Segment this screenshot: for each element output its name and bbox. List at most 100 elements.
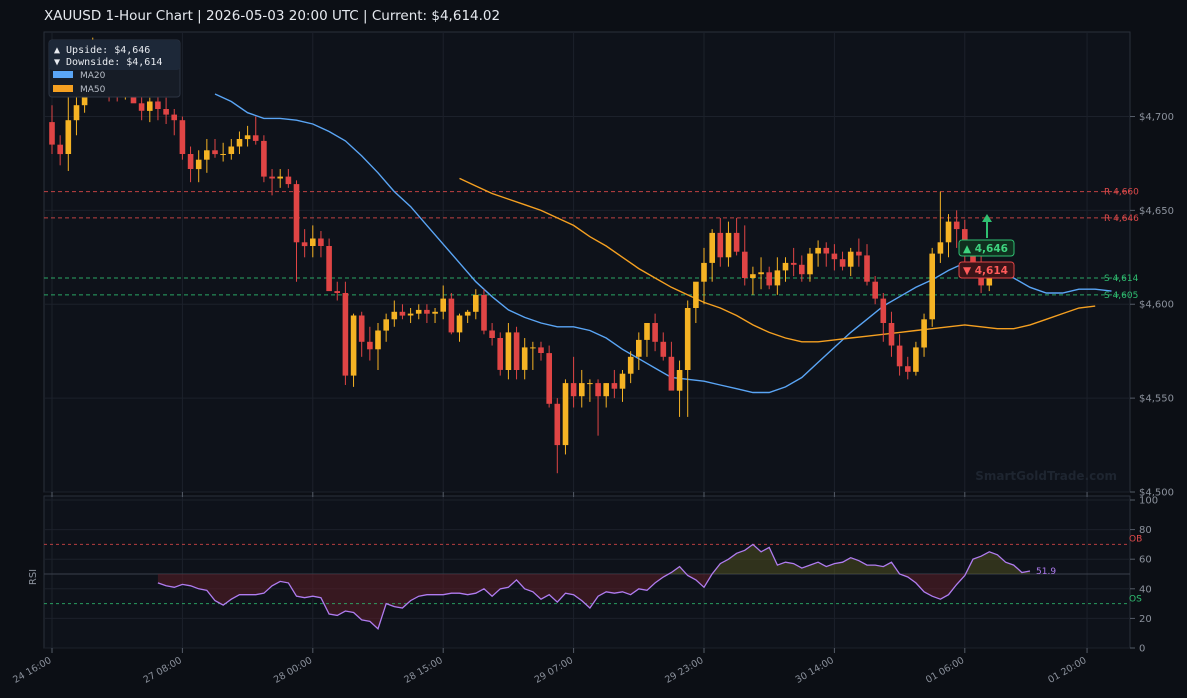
candle-body	[937, 242, 944, 254]
candle-body	[684, 308, 691, 370]
candle-body	[636, 339, 642, 357]
candle-body	[864, 255, 870, 282]
candle-body	[733, 232, 740, 252]
candle-body	[839, 259, 846, 267]
down-target-label: ▼ 4,614	[963, 265, 1008, 277]
candle-body	[652, 323, 658, 342]
candle-body	[766, 272, 772, 286]
x-tick-label: 01 20:00	[1046, 655, 1088, 686]
candle-body	[896, 345, 903, 367]
candle-body	[448, 298, 455, 333]
candle-body	[742, 251, 748, 278]
candle-body	[481, 294, 487, 331]
rsi-layer: OB OS 51.9	[44, 534, 1142, 630]
candle-body	[847, 251, 854, 267]
candle-body	[717, 232, 724, 258]
rsi-tick-label: 100	[1139, 496, 1158, 507]
candle-body	[367, 341, 373, 350]
candle-body	[261, 140, 267, 177]
x-tick-label: 24 16:00	[11, 655, 53, 686]
candle-body	[424, 309, 430, 314]
candle-body	[668, 356, 675, 391]
candle-body	[269, 176, 275, 179]
candle-body	[611, 383, 618, 389]
price-tick-label: $4,550	[1139, 394, 1174, 405]
candle-body	[856, 251, 862, 256]
ma50-legend-swatch	[53, 85, 73, 92]
candle-body	[65, 120, 72, 154]
candle-body	[758, 272, 764, 275]
candle-body	[888, 323, 895, 346]
candle-body	[220, 154, 226, 155]
x-tick-label: 29 23:00	[663, 655, 705, 686]
price-tick-label: $4,650	[1139, 206, 1174, 217]
candle-body	[562, 383, 569, 446]
candle-body	[310, 238, 316, 246]
price-tick-label: $4,600	[1139, 300, 1174, 311]
ma20-legend-label: MA20	[80, 71, 106, 81]
candle-body	[505, 332, 512, 370]
rsi-tick-label: 20	[1139, 614, 1152, 625]
candle-body	[831, 253, 838, 260]
chart-title: XAUUSD 1-Hour Chart | 2026-05-03 20:00 U…	[44, 8, 501, 24]
x-tick-label: 28 15:00	[402, 655, 444, 686]
x-tick-label: 29 07:00	[533, 655, 575, 686]
rsi-axis-label: RSI	[28, 569, 39, 585]
candle-body	[823, 247, 830, 254]
candle-body	[644, 323, 650, 340]
info-box: ▲ Upside: $4,646 ▼ Downside: $4,614 MA20…	[48, 39, 181, 98]
candle-body	[790, 262, 797, 265]
candle-body	[497, 338, 503, 370]
level-label-resistance: R 4,660	[1104, 188, 1139, 198]
candle-body	[293, 184, 300, 243]
candle-body	[375, 330, 381, 350]
x-tick-label: 27 08:00	[142, 655, 184, 686]
rsi-tick-label: 60	[1139, 555, 1152, 566]
candle-body	[725, 232, 732, 258]
candle-body	[929, 253, 935, 320]
candle-body	[921, 319, 927, 348]
candle-body	[334, 291, 340, 293]
candle-body	[905, 366, 911, 372]
candle-body	[432, 311, 438, 314]
level-label-support: S 4,605	[1104, 291, 1138, 301]
candle-body	[945, 221, 952, 243]
x-tick-label: 01 06:00	[924, 655, 966, 686]
level-label-resistance: R 4,646	[1104, 214, 1139, 224]
candle-body	[603, 383, 609, 397]
candle-body	[660, 341, 667, 357]
candle-body	[57, 144, 63, 155]
upside-label: ▲ Upside: $4,646	[54, 45, 150, 56]
candle-body	[799, 264, 805, 275]
candle-body	[318, 238, 324, 246]
candle-body	[489, 330, 495, 338]
candle-body	[579, 383, 585, 397]
up-target-label: ▲ 4,646	[963, 243, 1008, 255]
candle-body	[538, 347, 544, 353]
rsi-fill-above	[157, 544, 1030, 574]
target-annotations: ▲ 4,646 ▼ 4,614	[958, 214, 1015, 279]
candle-body	[676, 370, 683, 391]
candle-body	[277, 176, 283, 179]
rsi-os-label: OS	[1129, 595, 1142, 605]
candle-body	[595, 383, 601, 397]
candle-body	[962, 229, 968, 246]
candle-body	[473, 294, 479, 312]
candle-body	[350, 315, 357, 376]
ma20-legend-swatch	[53, 71, 73, 78]
candle-body	[252, 135, 259, 141]
up-target-box	[958, 239, 1015, 257]
watermark: SmartGoldTrade.com	[975, 469, 1117, 483]
candle-body	[244, 135, 251, 140]
candle-body	[212, 150, 218, 155]
ma50-legend-label: MA50	[80, 85, 106, 95]
candle-body	[228, 146, 235, 154]
downside-label: ▼ Downside: $4,614	[54, 57, 162, 68]
level-label-support: S 4,614	[1104, 274, 1139, 284]
candle-body	[709, 232, 715, 263]
candle-body	[187, 154, 194, 169]
candle-body	[782, 262, 789, 271]
candle-body	[456, 315, 463, 333]
candle-body	[530, 347, 536, 349]
candle-body	[415, 309, 422, 314]
